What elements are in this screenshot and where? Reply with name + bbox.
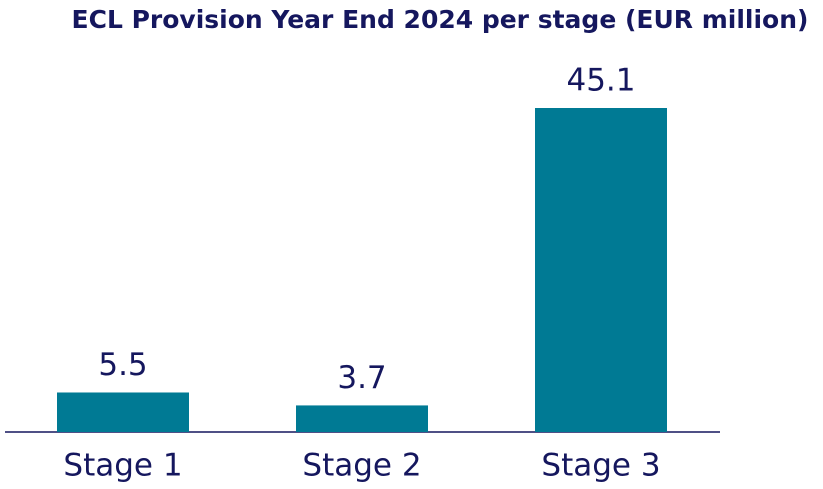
chart-title: ECL Provision Year End 2024 per stage (E…: [72, 5, 809, 34]
bar: [57, 392, 189, 432]
bar: [296, 405, 428, 432]
x-tick-label: Stage 2: [302, 448, 421, 484]
bar: [535, 108, 667, 432]
x-tick-label: Stage 1: [63, 448, 182, 484]
data-label: 5.5: [98, 347, 147, 383]
x-tick-label: Stage 3: [541, 448, 660, 484]
data-label: 3.7: [337, 360, 386, 396]
data-label: 45.1: [566, 63, 635, 99]
